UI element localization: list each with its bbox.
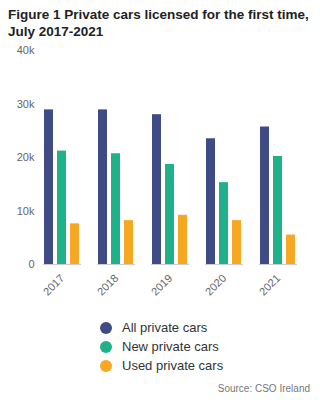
- html-text:Figure 1 Private cars licensed: Figure 1 Private cars licensed for the f…: [8, 7, 309, 39]
- svg-text:2017: 2017: [41, 272, 67, 298]
- html-text:All private cars: All private cars: [122, 320, 208, 335]
- svg-text:2019: 2019: [149, 272, 175, 298]
- html-text:New private cars: New private cars: [122, 339, 219, 354]
- svg-text:10k: 10k: [17, 205, 35, 217]
- svg-text:2018: 2018: [95, 272, 121, 298]
- svg-text:20k: 20k: [17, 151, 35, 163]
- svg-text:2020: 2020: [203, 272, 229, 298]
- svg-text:2021: 2021: [257, 272, 283, 298]
- html-text:Source: CSO Ireland: Source: CSO Ireland: [217, 383, 310, 394]
- svg-text:30k: 30k: [17, 98, 35, 110]
- svg-text:40k: 40k: [17, 44, 35, 56]
- svg-text:0: 0: [28, 258, 34, 270]
- html-text:Used private cars: Used private cars: [122, 358, 224, 373]
